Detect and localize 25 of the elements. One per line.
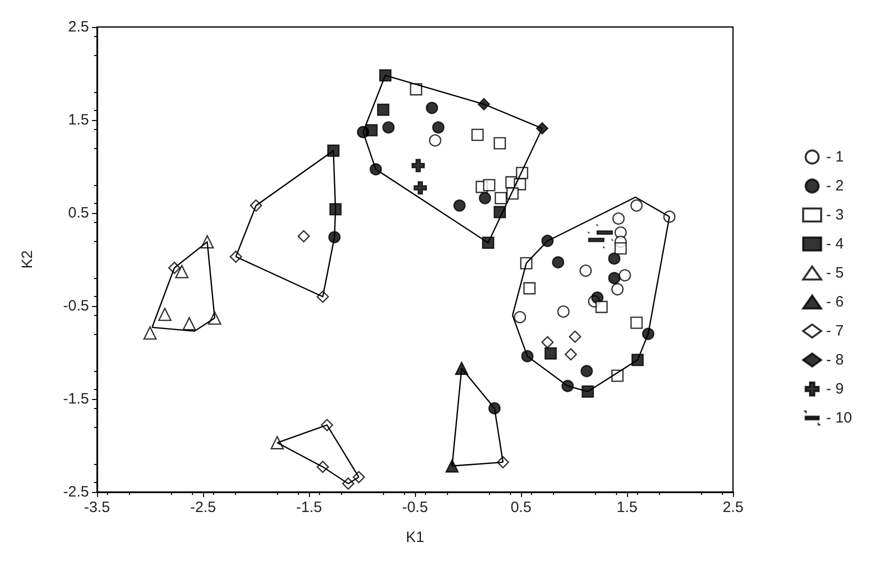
x-tick-label: 1.5	[616, 499, 638, 516]
x-tick-label: -0.5	[402, 499, 428, 516]
y-tick-label: 0.5	[68, 204, 89, 222]
y-tick-label: 2.5	[68, 18, 89, 36]
legend-label: - 4	[826, 236, 844, 252]
legend-label: - 3	[826, 206, 844, 224]
x-tick-label: -1.5	[296, 499, 322, 516]
legend-label: - 6	[826, 294, 844, 310]
legend-label: - 5	[826, 264, 844, 282]
y-tick-label: -1.5	[63, 390, 89, 408]
x-tick-label: 0.5	[510, 499, 532, 516]
legend-label: - 1	[826, 148, 844, 166]
y-tick-label: -0.5	[63, 298, 89, 314]
legend-label: - 7	[826, 322, 844, 340]
x-tick-label: -2.5	[190, 499, 216, 516]
legend-label: - 8	[826, 352, 844, 368]
y-tick-label: -2.5	[63, 484, 89, 500]
legend-label: - 9	[826, 380, 844, 398]
x-tick-label: 2.5	[722, 499, 744, 516]
x-tick-label: -3.5	[84, 499, 110, 516]
y-tick-label: 1.5	[68, 112, 89, 128]
x-axis-title: K1	[406, 529, 424, 546]
legend-label: - 2	[826, 178, 844, 194]
y-axis-title: K2	[19, 250, 36, 269]
legend-label: - 10	[826, 410, 852, 426]
